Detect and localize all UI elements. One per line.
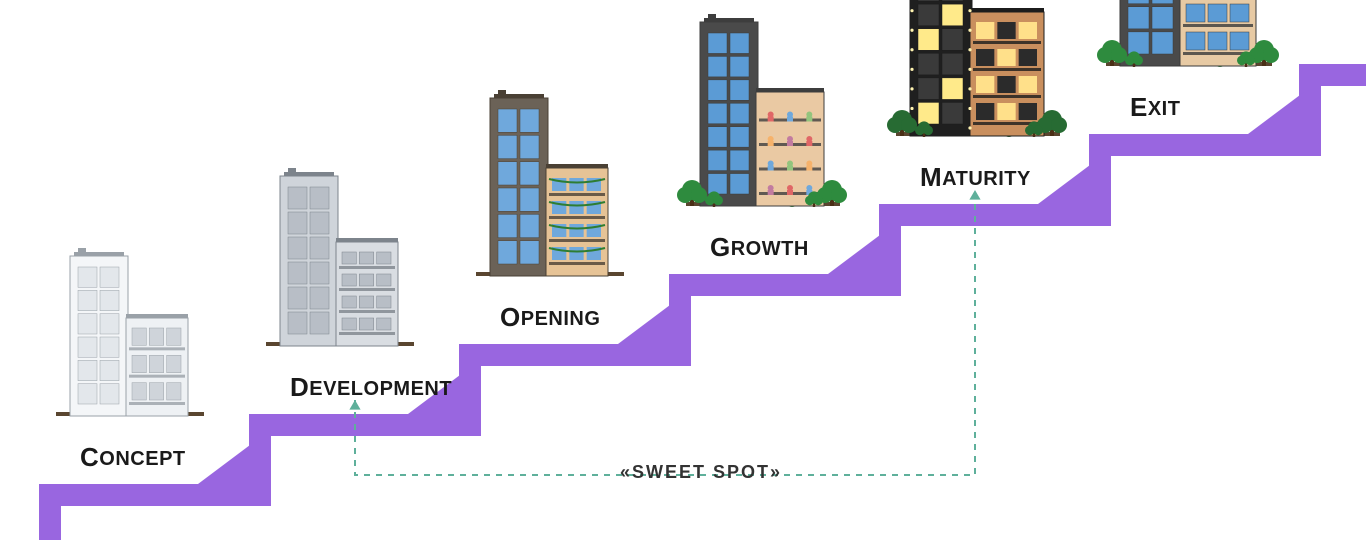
building-icon <box>476 90 624 276</box>
stage-label-rest: evelopment <box>309 378 452 400</box>
stage-label-cap: O <box>500 302 521 332</box>
building-icon <box>686 14 840 207</box>
stage-label-rest: xit <box>1148 98 1181 120</box>
stage-label: Maturity <box>920 162 1031 193</box>
step-triangle <box>198 442 254 484</box>
stage-label-rest: pening <box>521 308 601 330</box>
stage-label-cap: D <box>290 372 309 402</box>
stage-label: Opening <box>500 302 600 333</box>
step-triangle <box>828 232 884 274</box>
stage-label-rest: oncept <box>99 448 185 470</box>
staircase-infographic: Concept Development Opening Growth Maturity E… <box>0 0 1366 540</box>
stage-label: Development <box>290 372 452 403</box>
stage-label-rest: rowth <box>731 238 809 260</box>
building-icon <box>896 0 1060 137</box>
step-triangle <box>1248 92 1304 134</box>
building-icon <box>266 168 414 346</box>
sweet-spot-label: «sweet spot» <box>620 462 782 483</box>
stage-label-cap: C <box>80 442 99 472</box>
building-icon <box>56 248 204 416</box>
stage-label-rest: aturity <box>942 168 1031 190</box>
stage-label-cap: M <box>920 162 942 192</box>
stage-label: Concept <box>80 442 186 473</box>
stage-label-cap: G <box>710 232 731 262</box>
stage-label-cap: E <box>1130 92 1148 122</box>
svg-layer <box>0 0 1366 540</box>
step-triangle <box>1038 162 1094 204</box>
stage-label: Exit <box>1130 92 1180 123</box>
step-triangle <box>618 302 674 344</box>
stage-label: Growth <box>710 232 809 263</box>
